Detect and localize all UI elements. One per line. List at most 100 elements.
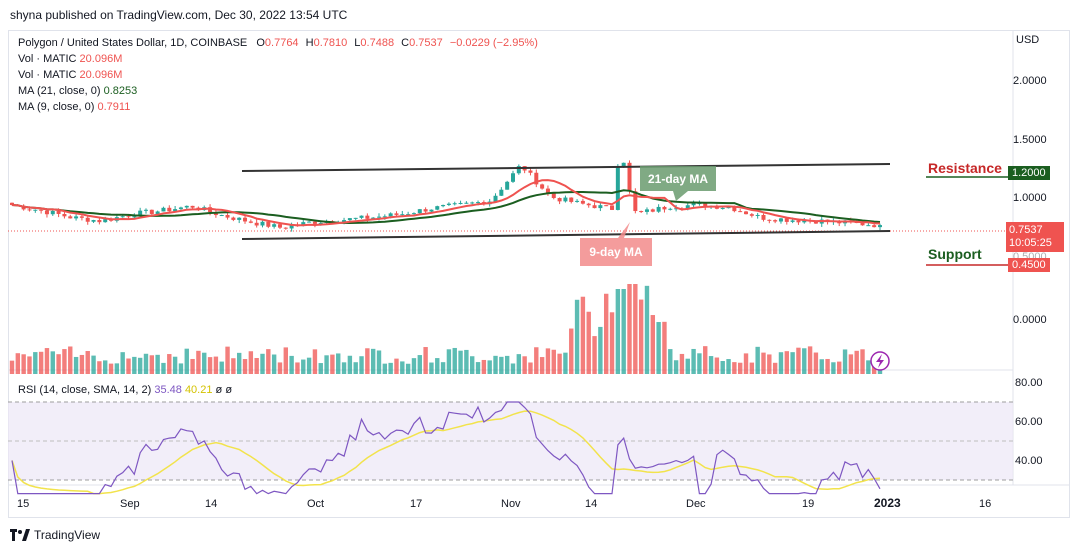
volume-bar — [394, 358, 399, 374]
ma9-callout-text: 9-day MA — [589, 245, 643, 259]
candle-body — [586, 203, 591, 206]
rsi-sma-line — [11, 410, 881, 495]
candle-body — [790, 220, 795, 222]
candle-body — [371, 217, 376, 219]
candle-body — [377, 216, 382, 218]
candle-body — [423, 209, 428, 212]
candle-body — [615, 166, 620, 210]
volume-bar — [108, 363, 114, 374]
rsi-tick: 60.00 — [1015, 416, 1043, 428]
candle-body — [639, 211, 644, 213]
candle-body — [580, 200, 585, 204]
volume-bar — [260, 353, 265, 374]
time-tick: 15 — [17, 498, 30, 510]
volume-bar — [365, 348, 370, 374]
candle-body — [178, 207, 183, 210]
volume-bar — [324, 355, 329, 374]
candle-body — [528, 170, 533, 173]
volume-bar — [318, 363, 323, 374]
volume-bars — [9, 284, 883, 374]
candle-body — [103, 219, 108, 223]
volume-bar — [522, 356, 527, 374]
volume-bar — [231, 358, 236, 374]
candle-body — [796, 220, 801, 223]
candle-body — [277, 224, 282, 228]
candle-body — [225, 215, 230, 218]
candle-body — [56, 210, 61, 214]
volume-bar — [452, 347, 457, 374]
volume-bar — [749, 362, 755, 374]
volume-bar — [627, 284, 632, 374]
volume-bar — [551, 349, 556, 374]
candle-body — [353, 217, 358, 219]
volume-bar — [615, 289, 621, 374]
candle-body — [394, 213, 399, 215]
volume-bar — [802, 348, 807, 374]
candle-body — [167, 207, 172, 212]
volume-bar — [196, 350, 201, 374]
candle-body — [650, 209, 655, 212]
candle-body — [318, 222, 323, 224]
candle-body — [551, 193, 556, 199]
volume-bar — [370, 348, 376, 374]
candle-body — [44, 210, 49, 215]
candle-body — [860, 222, 865, 226]
volume-bar — [411, 358, 417, 374]
volume-bar — [691, 348, 696, 374]
volume-bar — [56, 354, 61, 374]
candle-body — [691, 203, 696, 206]
candle-body — [656, 206, 661, 212]
chart-canvas[interactable]: Resistance Support 21-day MA 9-day MA — [8, 30, 1070, 518]
volume-bar — [341, 362, 347, 374]
volume-bar — [714, 357, 720, 374]
candle-body — [452, 203, 457, 205]
volume-bar — [586, 311, 591, 374]
volume-bar — [295, 362, 300, 374]
candle-body — [540, 184, 545, 189]
volume-bar — [574, 299, 580, 374]
candle-body — [347, 218, 352, 221]
volume-bar — [633, 284, 638, 374]
volume-bar — [423, 347, 428, 374]
candle-body — [301, 222, 306, 226]
candle-body — [470, 202, 475, 204]
volume-bar — [848, 354, 854, 374]
price-tick: 0.0000 — [1013, 314, 1047, 326]
volume-bar — [487, 360, 492, 374]
volume-bar — [831, 362, 836, 374]
candle-body — [545, 188, 550, 194]
candle-body — [802, 220, 807, 223]
time-tick: Dec — [686, 498, 706, 510]
candle-body — [534, 172, 539, 185]
volume-bar — [38, 351, 44, 374]
candle-body — [557, 198, 562, 202]
resistance-trendline — [241, 163, 891, 172]
volume-bar — [638, 299, 644, 374]
volume-bar — [662, 321, 667, 374]
candle-body — [505, 181, 510, 190]
volume-bar — [755, 346, 760, 374]
volume-bar — [668, 349, 673, 374]
price-tick: 1.5000 — [1013, 134, 1047, 146]
volume-bar — [464, 349, 469, 374]
candle-body — [621, 162, 626, 167]
footer-brand[interactable]: TradingView — [10, 528, 100, 542]
volume-bar — [429, 362, 434, 374]
candle-body — [97, 220, 102, 223]
time-tick: 17 — [410, 498, 423, 510]
candle-body — [74, 216, 79, 219]
candle-body — [703, 203, 708, 208]
volume-bar — [819, 359, 824, 374]
volume-bar — [178, 363, 184, 374]
support-price-tag: 0.4500 — [1008, 258, 1050, 272]
volume-bar — [248, 351, 254, 374]
candle-body — [813, 221, 818, 224]
candle-body — [761, 214, 766, 220]
time-tick: 16 — [979, 498, 992, 510]
volume-bar — [289, 355, 294, 374]
volume-bar — [137, 357, 143, 374]
candle-body — [446, 203, 451, 205]
volume-bar — [697, 353, 702, 374]
candle-body — [749, 214, 754, 216]
volume-bar — [499, 356, 504, 374]
